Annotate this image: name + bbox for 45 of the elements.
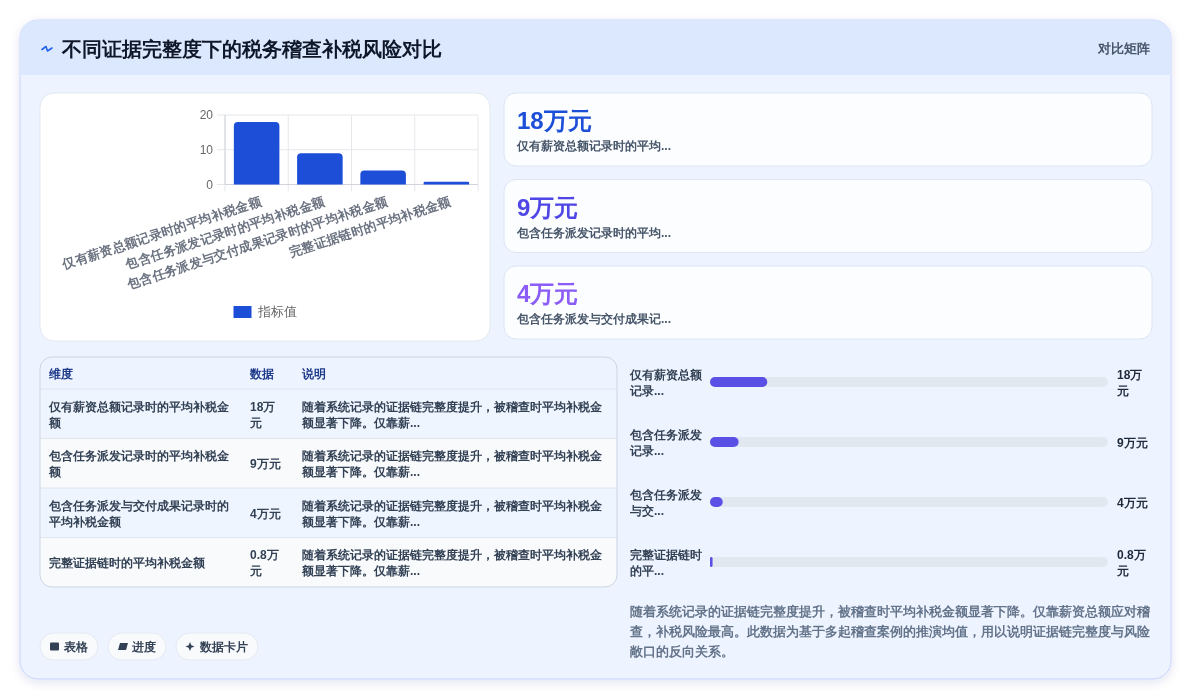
text: 18万元 xyxy=(250,399,276,430)
y-tick-label: 20 xyxy=(199,108,214,122)
y-tick-label: 仅有薪资总额记录... xyxy=(629,368,703,398)
text: 对比矩阵 xyxy=(1097,40,1150,56)
category-label: 包含任务派发与交付成果记录时的平均补税金额 xyxy=(48,498,229,529)
data-label: 9万元 xyxy=(1117,436,1148,450)
text: 随着系统记录的证据链完整度提升，被稽查时平均补税金额显著下降。仅靠薪... xyxy=(301,399,603,430)
y-tick-label: 包含任务派发记录... xyxy=(629,428,702,458)
category-label: 包含任务派发记录时的平均... xyxy=(516,225,672,240)
bar xyxy=(360,170,406,185)
category-label: 包含任务派发记录时的平均补税金额 xyxy=(48,449,230,480)
text: 9万元 xyxy=(250,457,281,472)
category-label: 仅有薪资总额记录时的平均... xyxy=(516,139,672,153)
text: 4万元 xyxy=(250,506,281,521)
bar xyxy=(710,437,739,447)
data-label: 18万元 xyxy=(1116,368,1143,398)
bar xyxy=(297,153,343,185)
legend-label: 指标值 xyxy=(256,305,297,319)
text: 9万元 xyxy=(517,193,579,221)
text: 随着系统记录的证据链完整度提升，被稽查时平均补税金额显著下降。仅靠薪... xyxy=(301,449,603,480)
text: 说明 xyxy=(301,367,326,381)
bar xyxy=(423,181,470,185)
y-tick-label: 完整证据链时的平... xyxy=(630,548,702,578)
text: 随着系统记录的证据链完整度提升，被稽查时平均补税金额显著下降。仅靠薪资总额应对稽查，补税风险最高。此数据为基于多起稽查案例的推演均值，用以说明证据链完整度与风险敞口的反向关系。 xyxy=(629,603,1151,659)
text: 进度 xyxy=(131,640,156,653)
text: 随着系统记录的证据链完整度提升，被稽查时平均补税金额显著下降。仅靠薪... xyxy=(301,548,603,579)
bar xyxy=(233,121,280,185)
y-tick-label: 0 xyxy=(206,177,214,192)
data-label: 4万元 xyxy=(1117,496,1148,510)
y-tick-label: 10 xyxy=(199,142,214,157)
text: 4万元 xyxy=(517,280,579,307)
text: 18万元 xyxy=(517,107,592,134)
text: 维度 xyxy=(48,367,73,381)
text: 随着系统记录的证据链完整度提升，被稽查时平均补税金额显著下降。仅靠薪... xyxy=(301,498,603,529)
text: 0.8万元 xyxy=(250,548,279,579)
text: 表格 xyxy=(63,640,89,653)
category-label: 仅有薪资总额记录时的平均补税金额 xyxy=(48,399,230,430)
text: 数据 xyxy=(249,367,274,381)
data-label: 0.8万元 xyxy=(1116,548,1146,578)
text: 数据卡片 xyxy=(199,640,248,654)
category-label: 完整证据链时的平均补税金额 xyxy=(49,556,206,571)
y-tick-label: 包含任务派发与交... xyxy=(629,488,702,518)
text: 不同证据完整度下的税务稽查补税风险对比 xyxy=(61,38,442,60)
category-label: 包含任务派发与交付成果记... xyxy=(516,312,672,326)
bar xyxy=(710,377,768,387)
